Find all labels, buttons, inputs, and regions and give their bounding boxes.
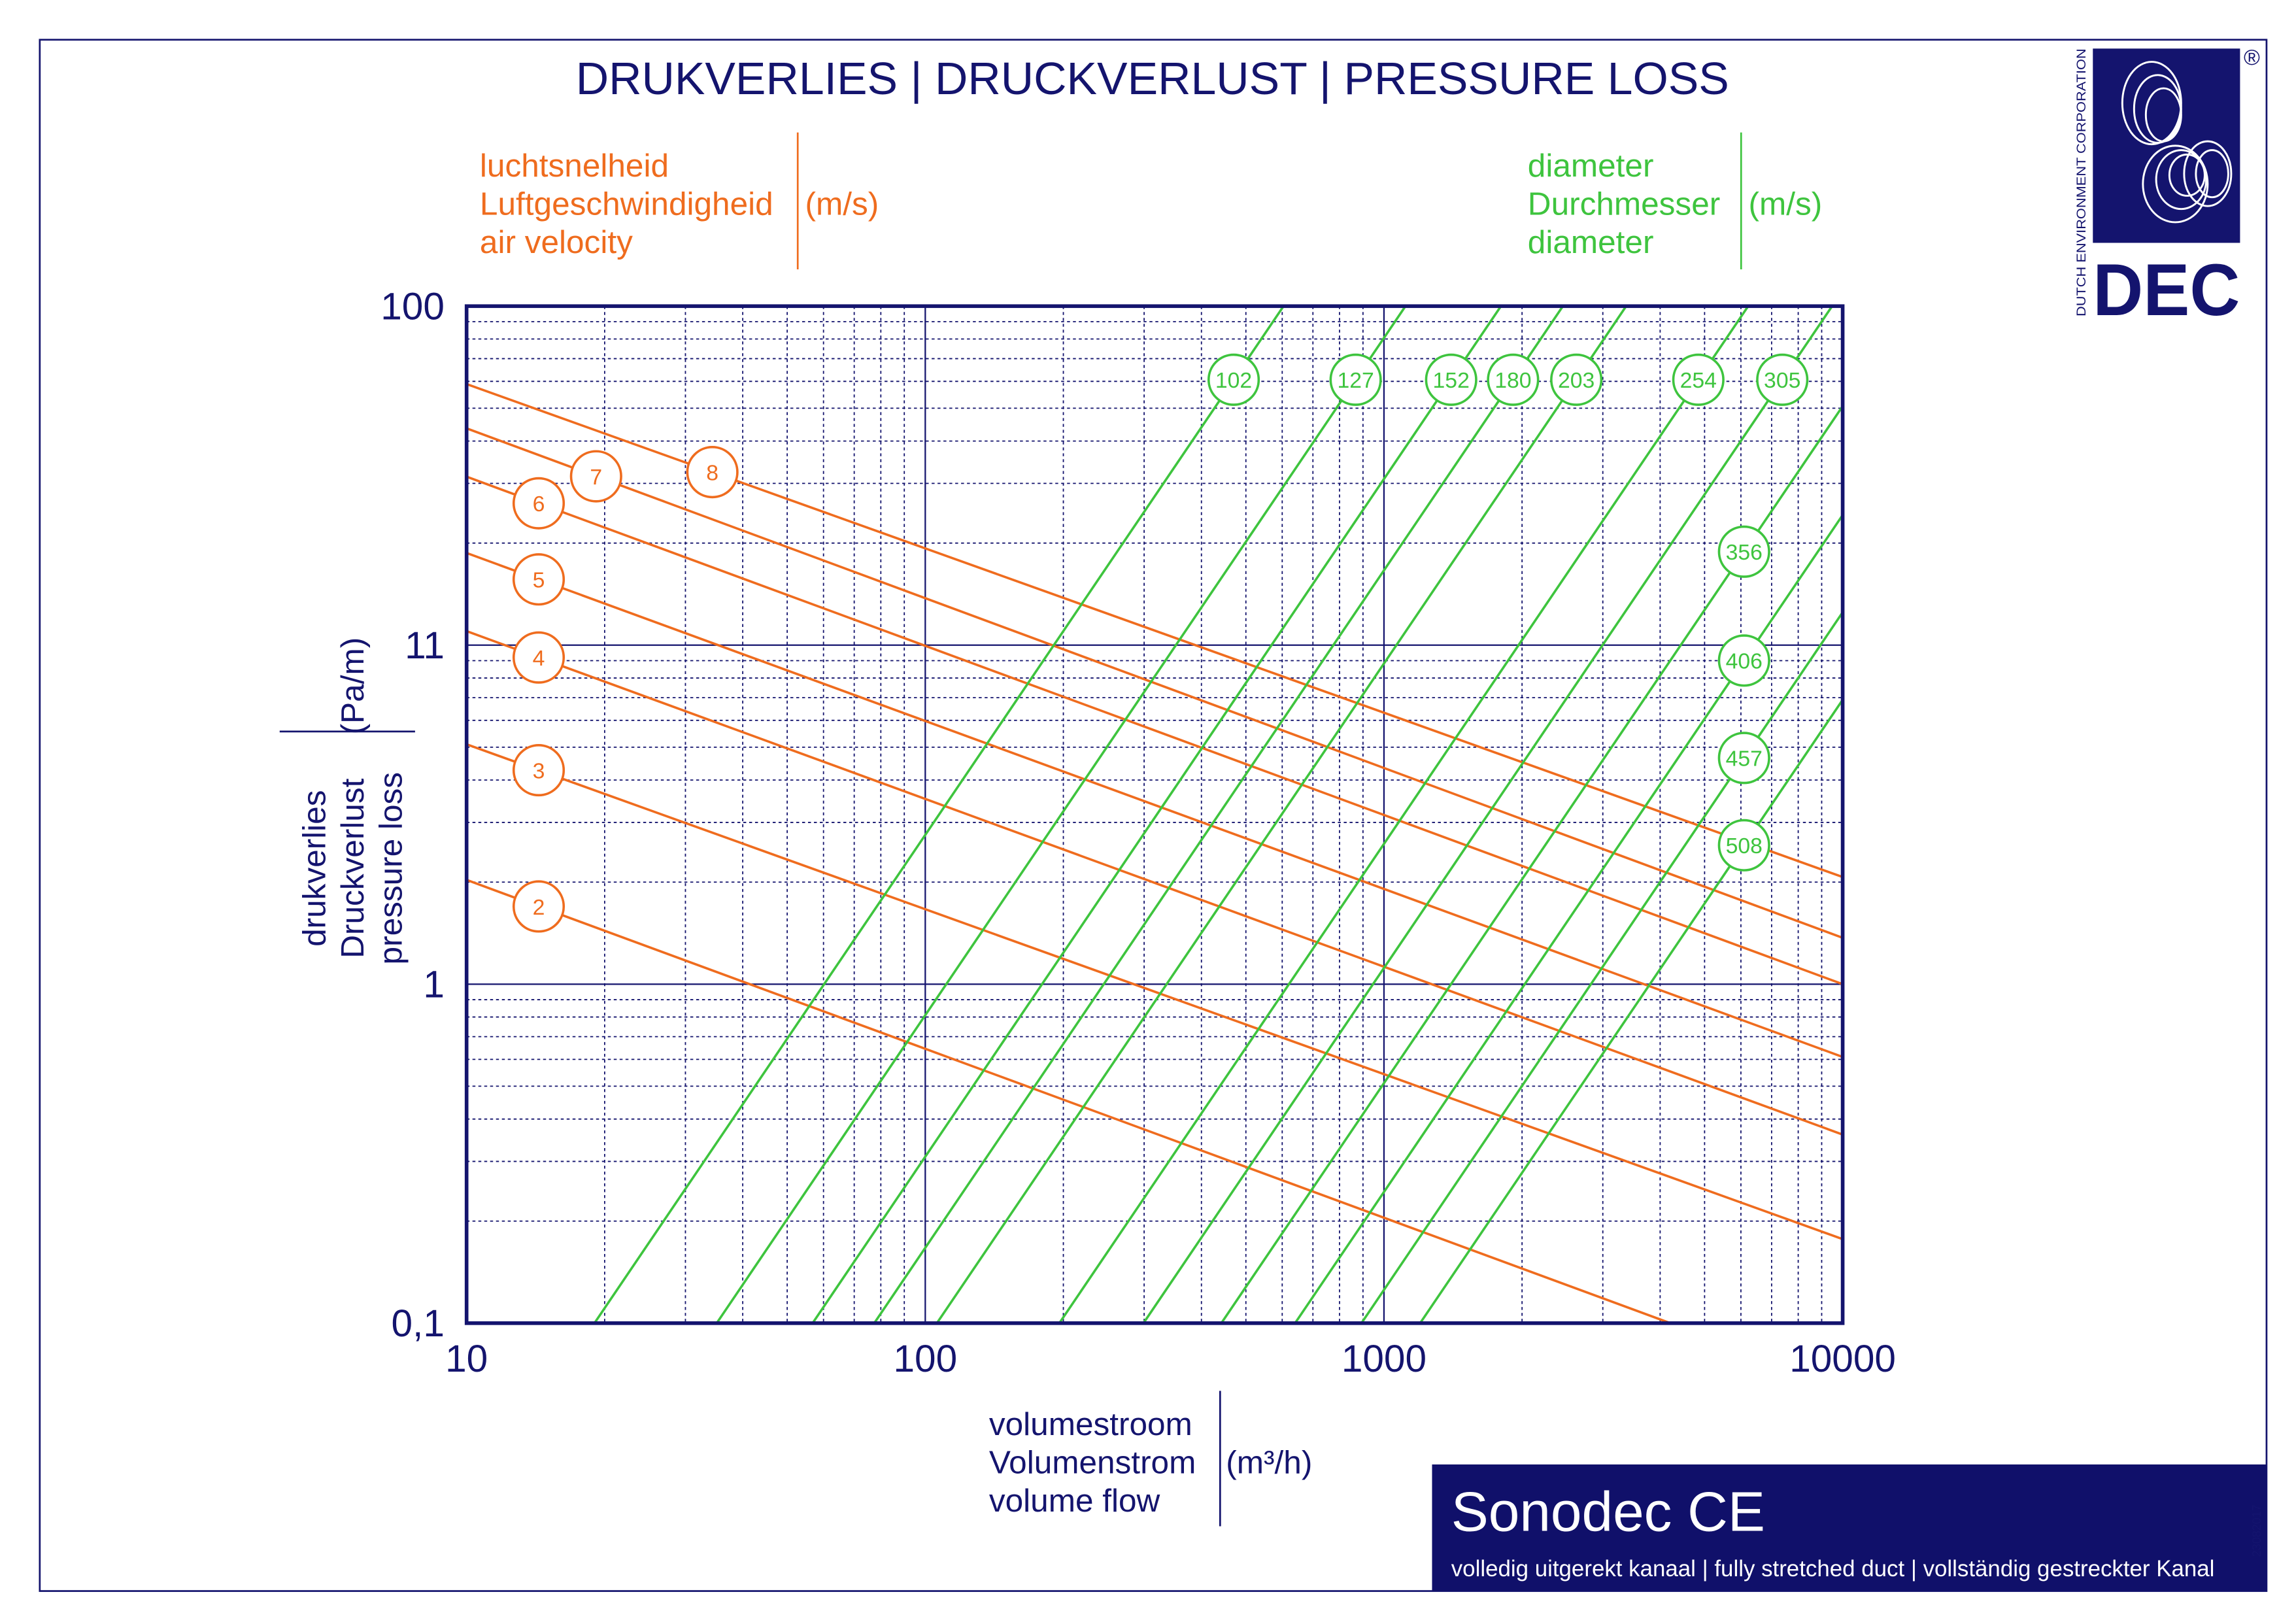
series-line <box>1419 699 1844 1324</box>
series-line <box>811 305 1502 1324</box>
series-badge <box>1756 353 1809 406</box>
y-tick-label: 11 <box>405 624 445 667</box>
series-name: 2 <box>533 895 545 920</box>
velocity-label: luchtsnelheid <box>480 148 669 184</box>
logo: DEC DUTCH ENVIRONMENT CORPORATION ® <box>2075 45 2260 331</box>
series-badge <box>1717 525 1770 578</box>
series-badge <box>512 553 566 606</box>
series-name: 457 <box>1726 747 1763 771</box>
series-badge <box>1672 353 1725 406</box>
y-label: drukverlies <box>297 790 333 947</box>
series-name: 356 <box>1726 540 1763 565</box>
diameter-label: diameter <box>1528 148 1654 184</box>
series-badge <box>512 631 566 684</box>
series-line <box>466 475 1844 986</box>
series-line <box>466 552 1844 1058</box>
series-line <box>936 305 1627 1324</box>
diameter-legend: diameter Durchmesser diameter (m/s) <box>1528 132 1822 269</box>
series-line <box>715 305 1407 1324</box>
series-lines <box>466 305 1844 1325</box>
chart-title: DRUKVERLIES | DRUCKVERLUST | PRESSURE LO… <box>576 53 1729 104</box>
series-line <box>466 427 1844 939</box>
series-badge <box>512 880 566 933</box>
series-name: 7 <box>590 465 602 490</box>
series-name: 508 <box>1726 834 1763 858</box>
plot-border <box>464 304 1845 1325</box>
x-unit: (m³/h) <box>1226 1444 1312 1480</box>
series-badge <box>1550 353 1603 406</box>
diameter-label: diameter <box>1528 224 1654 260</box>
y-label: Druckverlust <box>335 778 371 958</box>
footer: Sonodec CE volledig uitgerekt kanaal | f… <box>1432 1464 2267 1591</box>
series-name: 6 <box>533 492 545 516</box>
logo-swirl <box>2121 61 2233 224</box>
y-tick-label: 0,1 <box>392 1302 445 1345</box>
series-name: 180 <box>1494 368 1531 393</box>
x-tick-label: 10000 <box>1789 1338 1896 1380</box>
series-badge <box>1717 819 1770 871</box>
series-name: 8 <box>706 461 718 486</box>
x-tick-label: 10 <box>445 1338 488 1380</box>
x-label: volume flow <box>989 1483 1160 1519</box>
series-line <box>1294 514 1844 1324</box>
series-name: 203 <box>1558 368 1595 393</box>
series-badge <box>1717 732 1770 785</box>
series-line <box>466 630 1844 1136</box>
series-badge <box>1487 353 1540 406</box>
velocity-legend: luchtsnelheid Luftgeschwindigheid air ve… <box>480 132 879 269</box>
logo-block <box>2093 48 2240 243</box>
doc-code: 23082017 <box>2250 1504 2263 1557</box>
logo-name: DEC <box>2093 248 2240 331</box>
series-badge <box>686 446 739 499</box>
x-axis-title: volumestroom Volumenstrom volume flow (m… <box>989 1391 1312 1527</box>
series-name: 3 <box>533 758 545 783</box>
series-badge <box>1717 634 1770 687</box>
series-line <box>466 382 1844 879</box>
diameter-label: Durchmesser <box>1528 186 1720 222</box>
y-axis-title: drukverlies Druckverlust pressure loss (… <box>279 637 415 964</box>
series-badge <box>1207 353 1260 406</box>
series-line <box>1058 305 1749 1324</box>
series-name: 406 <box>1726 649 1763 674</box>
series-line <box>466 743 1844 1240</box>
series-name: 254 <box>1680 368 1717 393</box>
y-label: pressure loss <box>373 772 409 964</box>
series-badge <box>1329 353 1382 406</box>
series-badge <box>512 744 566 797</box>
series-name: 152 <box>1433 368 1470 393</box>
x-label: volumestroom <box>989 1406 1192 1442</box>
y-tick-label: 1 <box>423 964 445 1006</box>
x-label: Volumenstrom <box>989 1444 1196 1480</box>
y-tick-label: 100 <box>380 286 445 328</box>
series-line <box>593 305 1285 1324</box>
diameter-unit: (m/s) <box>1748 186 1822 222</box>
frame <box>39 39 2268 1592</box>
y-unit: (Pa/m) <box>335 637 371 735</box>
series-name: 102 <box>1215 368 1252 393</box>
product-description: volledig uitgerekt kanaal | fully stretc… <box>1451 1556 2215 1582</box>
series-line <box>1142 305 1833 1324</box>
series-line <box>1360 611 1844 1324</box>
logo-registered: ® <box>2244 45 2260 70</box>
series-name: 4 <box>533 646 545 671</box>
product-name: Sonodec CE <box>1451 1481 1765 1543</box>
logo-company: DUTCH ENVIRONMENT CORPORATION <box>2075 48 2089 316</box>
velocity-unit: (m/s) <box>805 186 879 222</box>
velocity-label: air velocity <box>480 224 633 260</box>
x-tick-label: 100 <box>893 1338 957 1380</box>
series-badge <box>569 450 622 503</box>
series-badges: 2 3 4 5 6 7 8 102 127 152 180 203 254 305 356 406 457 508 <box>512 353 1809 933</box>
series-name: 5 <box>533 568 545 593</box>
series-name: 305 <box>1764 368 1800 393</box>
series-name: 127 <box>1337 368 1374 393</box>
footer-box <box>1432 1464 2267 1591</box>
velocity-label: Luftgeschwindigheid <box>480 186 773 222</box>
series-badge <box>512 477 566 530</box>
series-line <box>873 305 1564 1324</box>
x-tick-label: 1000 <box>1342 1338 1427 1380</box>
series-badge <box>1425 353 1477 406</box>
